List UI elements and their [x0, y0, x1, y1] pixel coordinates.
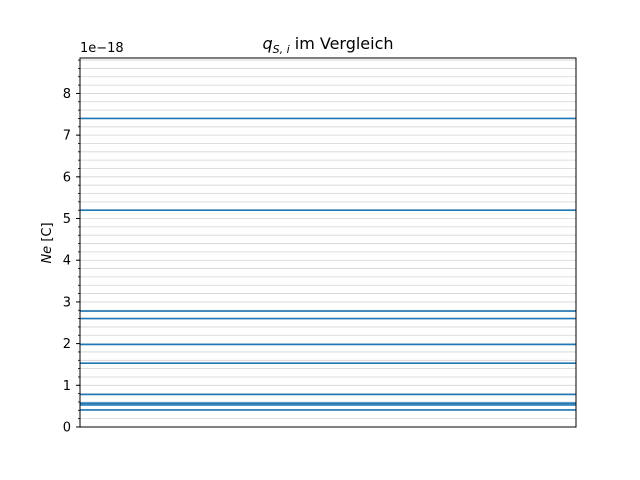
offset-text: 1e−18 — [80, 41, 124, 56]
y-tick-label: 7 — [63, 129, 71, 144]
y-tick-label: 3 — [63, 295, 71, 310]
y-axis-label-unit: [C] — [40, 222, 55, 245]
y-axis-label-var: Ne — [40, 246, 55, 264]
y-tick-label: 4 — [63, 254, 71, 269]
y-tick-label: 2 — [63, 337, 71, 352]
y-tick-label: 0 — [63, 421, 71, 436]
title-main: q — [262, 34, 272, 53]
y-axis-label: Ne [C] — [40, 222, 55, 263]
y-tick-label: 5 — [63, 212, 71, 227]
title-sub: S, i — [273, 43, 290, 56]
y-tick-label: 6 — [63, 170, 71, 185]
title-rest: im Vergleich — [290, 34, 394, 53]
y-tick-label: 8 — [63, 87, 71, 102]
y-tick-label: 1 — [63, 379, 71, 394]
